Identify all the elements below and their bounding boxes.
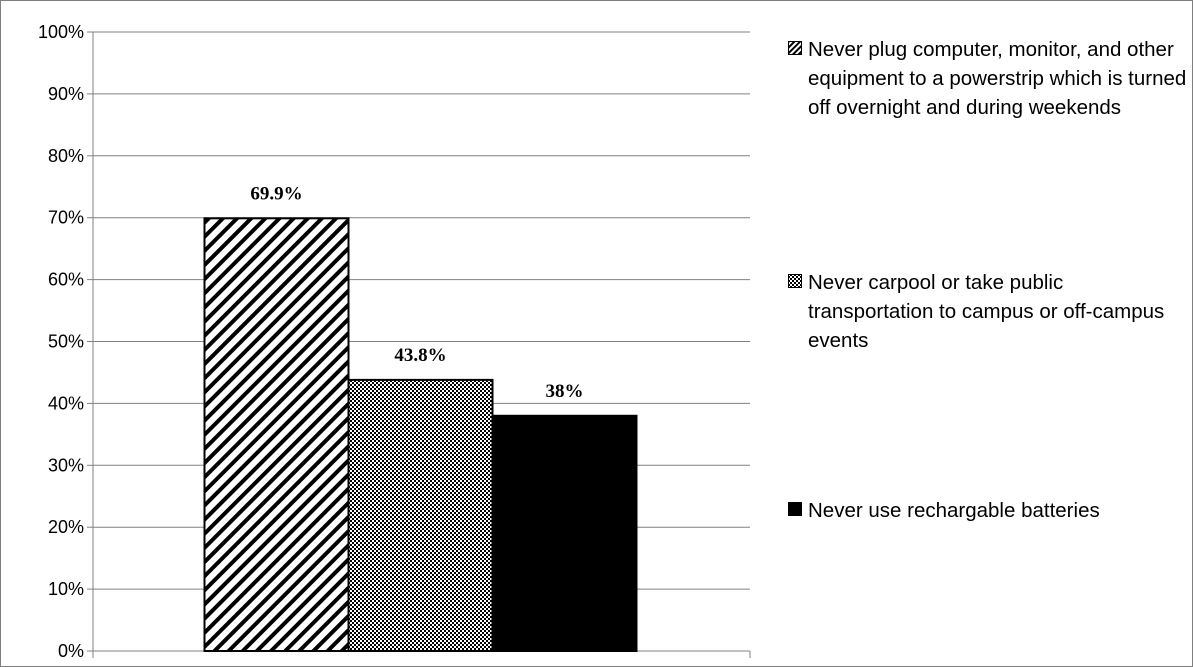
legend-swatch-solid <box>788 502 802 516</box>
y-tick-label: 40% <box>48 393 84 413</box>
y-tick-label: 70% <box>48 208 84 228</box>
legend-item-powerstrip: Never plug computer, monitor, and other … <box>788 35 1188 122</box>
y-tick-label: 0% <box>58 641 84 661</box>
y-tick-label: 60% <box>48 270 84 290</box>
y-tick-label: 20% <box>48 517 84 537</box>
legend-label-carpool: Never carpool or take public transportat… <box>808 271 1165 352</box>
legend-swatch-checker <box>788 274 802 288</box>
legend-item-carpool: Never carpool or take public transportat… <box>788 268 1188 355</box>
bar-checker <box>347 378 494 652</box>
y-tick-label: 10% <box>48 579 84 599</box>
legend-item-batteries: Never use rechargable batteries <box>788 496 1188 525</box>
legend-label-powerstrip: Never plug computer, monitor, and other … <box>808 38 1187 119</box>
y-tick-label: 90% <box>48 84 84 104</box>
y-tick-label: 100% <box>38 22 84 42</box>
y-tick-label: 50% <box>48 332 84 352</box>
y-tick-label: 30% <box>48 455 84 475</box>
bar-solid <box>491 414 638 652</box>
data-label: 69.9% <box>250 183 302 204</box>
legend-swatch-hatch <box>788 41 802 55</box>
bar-diagonal-hatch <box>203 217 350 652</box>
y-tick-label: 80% <box>48 146 84 166</box>
data-label: 38% <box>546 381 584 402</box>
legend-label-batteries: Never use rechargable batteries <box>808 499 1100 522</box>
data-label: 43.8% <box>394 345 446 366</box>
